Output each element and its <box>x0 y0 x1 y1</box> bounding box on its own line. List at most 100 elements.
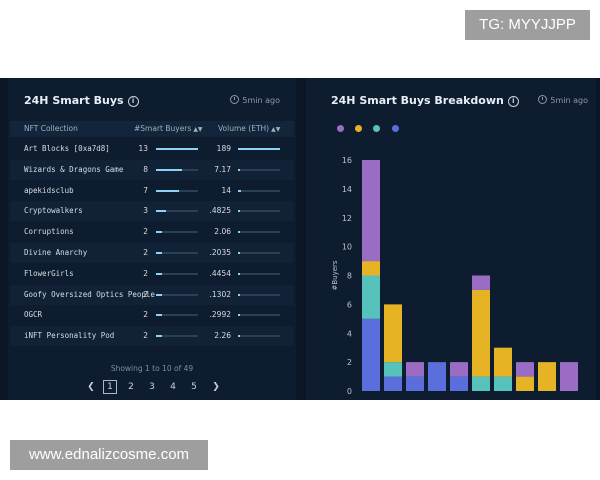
bar-segment[interactable] <box>384 362 402 377</box>
bar-segment[interactable] <box>384 376 402 391</box>
sort-icon[interactable]: ▲▼ <box>193 126 203 133</box>
last-updated: 5min ago <box>538 95 588 105</box>
bar-segment[interactable] <box>472 376 490 391</box>
table-row[interactable]: Art Blocks [0xa7d8] 13 189 <box>10 139 294 159</box>
bar-segment[interactable] <box>494 347 512 377</box>
bar-segment[interactable] <box>362 160 380 262</box>
volume-bar-fill <box>238 252 240 254</box>
volume-bar <box>238 210 280 213</box>
y-tick-label: 6 <box>347 300 352 309</box>
volume-bar-fill <box>238 231 240 234</box>
chevron-left-icon[interactable]: ❮ <box>87 382 95 392</box>
collection-name: Wizards & Dragons Game <box>24 164 124 174</box>
legend-dot-blue[interactable] <box>392 125 399 132</box>
smart-buyers-bar <box>156 168 198 171</box>
smart-buyers-bar-fill <box>156 210 166 213</box>
info-icon[interactable]: i <box>127 96 139 107</box>
collection-name: OGCR <box>24 310 43 320</box>
volume-value: .4454 <box>209 268 231 278</box>
bar-segment[interactable] <box>362 318 380 391</box>
bar-segment[interactable] <box>472 289 490 377</box>
table-row[interactable]: Goofy Oversized Optics People 2 .1302 <box>10 284 294 305</box>
smart-buyers-count: 2 <box>143 310 148 320</box>
table-row[interactable]: Divine Anarchy 2 .2035 <box>10 243 294 263</box>
volume-value: 14 <box>221 185 231 195</box>
volume-bar <box>238 168 280 171</box>
page-button-5[interactable]: 5 <box>191 382 197 392</box>
volume-value: 2.26 <box>214 331 231 341</box>
last-updated-text: 5min ago <box>242 96 280 105</box>
refresh-clock-icon <box>230 95 240 104</box>
table-row[interactable]: Wizards & Dragons Game 8 7.17 <box>10 159 294 180</box>
smart-buyers-count: 2 <box>143 248 148 257</box>
volume-bar-fill <box>238 189 241 192</box>
smart-buyers-bar <box>156 189 198 192</box>
bar-segment[interactable] <box>406 362 424 377</box>
volume-bar-fill <box>238 148 280 150</box>
bar-segment[interactable] <box>560 362 578 391</box>
bar-segment[interactable] <box>384 304 402 363</box>
page-button-1[interactable]: 1 <box>103 380 117 394</box>
y-tick-label: 8 <box>347 272 352 281</box>
volume-bar <box>238 189 280 192</box>
column-header-smart-buyers[interactable]: #Smart Buyers ▲▼ <box>134 121 203 138</box>
panel-title-text: 24H Smart Buys Breakdown <box>331 94 504 107</box>
last-updated-text: 5min ago <box>550 96 588 105</box>
page-button-2[interactable]: 2 <box>128 382 134 392</box>
bar-segment[interactable] <box>538 362 556 391</box>
table-row[interactable]: OGCR 2 .2992 <box>10 305 294 325</box>
smart-buyers-bar <box>156 335 198 338</box>
chevron-right-icon[interactable]: ❯ <box>212 382 220 392</box>
smart-buyers-count: 13 <box>138 144 148 153</box>
column-header-volume[interactable]: Volume (ETH) ▲▼ <box>218 121 280 138</box>
y-tick-label: 12 <box>342 214 352 223</box>
refresh-clock-icon <box>538 95 548 104</box>
bar-segment[interactable] <box>516 362 534 377</box>
table-header: NFT Collection #Smart Buyers ▲▼ Volume (E… <box>10 121 294 137</box>
last-updated: 5min ago <box>230 95 280 105</box>
dashboard: 24H Smart Buys i 5min ago NFT Collection … <box>0 78 600 400</box>
bar-segment[interactable] <box>428 362 446 391</box>
bar-segment[interactable] <box>494 376 512 391</box>
bar-segment[interactable] <box>362 261 380 276</box>
table-row[interactable]: Corruptions 2 2.06 <box>10 222 294 242</box>
smart-buyers-bar-fill <box>156 148 198 150</box>
telegram-watermark: TG: MYYJJPP <box>465 10 590 40</box>
bar-segment[interactable] <box>406 376 424 391</box>
legend-dot-teal[interactable] <box>373 125 380 132</box>
table-row[interactable]: iNFT Personality Pod 2 2.26 <box>10 326 294 347</box>
legend-dot-yellow[interactable] <box>355 125 362 132</box>
legend-dot-purple[interactable] <box>337 125 344 132</box>
volume-bar <box>238 335 280 338</box>
page-button-4[interactable]: 4 <box>170 382 176 392</box>
volume-bar <box>238 231 280 234</box>
sort-icon[interactable]: ▲▼ <box>271 126 281 133</box>
table-row[interactable]: FlowerGirls 2 .4454 <box>10 264 294 284</box>
page-button-3[interactable]: 3 <box>149 382 155 392</box>
smart-buyers-bar <box>156 148 198 150</box>
stacked-bar-chart: 0 2 4 6 8 10 12 14 16 #Buyers <box>331 156 578 396</box>
bar-segment[interactable] <box>450 376 468 391</box>
table-row[interactable]: Cryptowalkers 3 .4825 <box>10 201 294 222</box>
smart-buyers-bar <box>156 272 198 275</box>
smart-buyers-bar-fill <box>156 189 179 192</box>
y-tick-label: 0 <box>347 387 352 396</box>
table-row[interactable]: apekidsclub 7 14 <box>10 181 294 201</box>
smart-buyers-count: 2 <box>143 331 148 341</box>
collection-name: Goofy Oversized Optics People <box>24 289 155 299</box>
volume-value: .4825 <box>209 206 231 216</box>
smart-buyers-count: 2 <box>143 289 148 299</box>
smart-buys-breakdown-panel: 24H Smart Buys Breakdown i 5min ago 0 2 4 6 8… <box>306 78 596 400</box>
column-header-volume-label: Volume (ETH) <box>218 124 270 133</box>
bar-segment[interactable] <box>362 275 380 319</box>
y-tick-label: 10 <box>342 243 352 252</box>
bar-segment[interactable] <box>450 362 468 377</box>
volume-bar-fill <box>238 335 240 338</box>
info-icon[interactable]: i <box>507 96 519 107</box>
pagination-summary: Showing 1 to 10 of 49 <box>110 364 194 373</box>
collection-name: Art Blocks [0xa7d8] <box>24 144 110 153</box>
smart-buyers-count: 3 <box>143 206 148 216</box>
bar-segment[interactable] <box>516 376 534 391</box>
smart-buyers-bar-fill <box>156 335 163 338</box>
bar-segment[interactable] <box>472 275 490 290</box>
